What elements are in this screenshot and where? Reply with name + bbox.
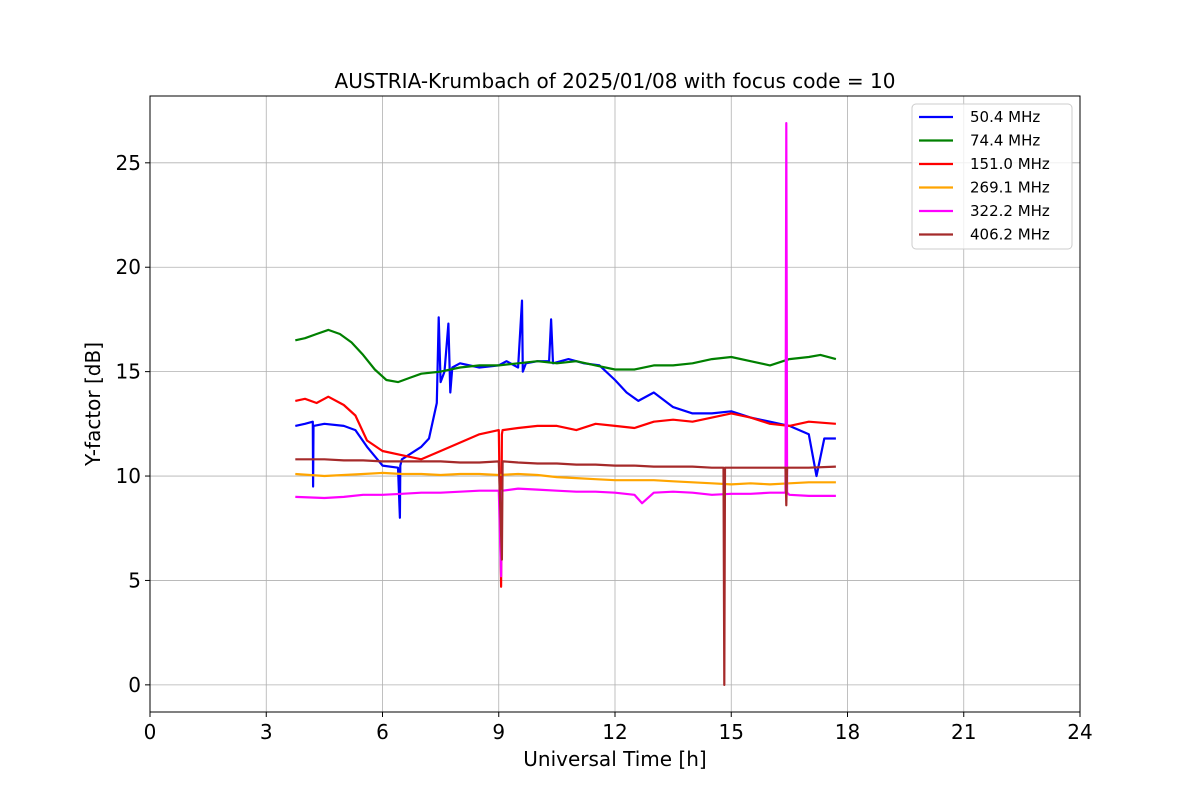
y-tick-label: 0 bbox=[128, 673, 141, 697]
y-tick-label: 20 bbox=[116, 255, 141, 279]
series-line-1 bbox=[295, 328, 837, 384]
legend-entry-label: 322.2 MHz bbox=[970, 202, 1050, 220]
y-axis-label: Y-factor [dB] bbox=[81, 342, 105, 467]
legend-entry-label: 74.4 MHz bbox=[970, 132, 1040, 150]
chart-title: AUSTRIA-Krumbach of 2025/01/08 with focu… bbox=[335, 69, 896, 93]
series-layer bbox=[295, 121, 837, 687]
legend-entry-label: 269.1 MHz bbox=[970, 179, 1050, 197]
x-tick-label: 3 bbox=[260, 720, 273, 744]
y-tick-label: 5 bbox=[128, 568, 141, 592]
series-line-3 bbox=[295, 471, 836, 486]
y-tick-label: 15 bbox=[116, 360, 141, 384]
series-line-4 bbox=[295, 121, 836, 578]
x-tick-label: 0 bbox=[144, 720, 157, 744]
legend-entry-label: 406.2 MHz bbox=[970, 226, 1050, 244]
tick-layer: 0 3 6 9 12 15 18 21 24 0 5 10 15 20 25 bbox=[116, 151, 1093, 744]
x-tick-label: 21 bbox=[951, 720, 976, 744]
x-axis-label: Universal Time [h] bbox=[523, 747, 706, 771]
x-tick-label: 12 bbox=[602, 720, 627, 744]
x-tick-label: 9 bbox=[492, 720, 505, 744]
x-tick-label: 15 bbox=[719, 720, 744, 744]
legend-entry-label: 50.4 MHz bbox=[970, 108, 1040, 126]
y-tick-label: 25 bbox=[116, 151, 141, 175]
legend-entry-label: 151.0 MHz bbox=[970, 155, 1050, 173]
series-line-2 bbox=[295, 395, 836, 588]
y-tick-label: 10 bbox=[116, 464, 141, 488]
x-tick-label: 6 bbox=[376, 720, 389, 744]
x-tick-label: 18 bbox=[835, 720, 860, 744]
x-tick-label: 24 bbox=[1067, 720, 1092, 744]
series-line-5 bbox=[295, 458, 836, 687]
legend: 50.4 MHz 74.4 MHz 151.0 MHz 269.1 MHz 32… bbox=[911, 103, 1073, 250]
series-line-0 bbox=[295, 299, 836, 519]
